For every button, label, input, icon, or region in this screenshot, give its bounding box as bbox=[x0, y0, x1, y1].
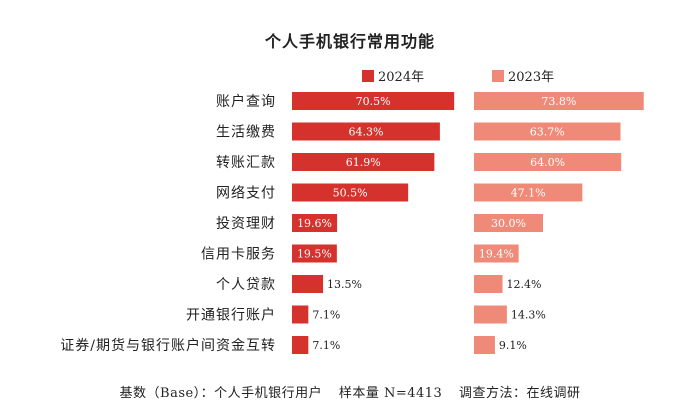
bar bbox=[292, 305, 309, 324]
bar bbox=[474, 122, 621, 141]
data-label: 64.3% bbox=[348, 126, 383, 139]
legend-label-2023: 2023年 bbox=[508, 70, 555, 85]
legend-swatch-2024 bbox=[362, 69, 374, 82]
data-label: 19.5% bbox=[297, 248, 332, 261]
data-label: 19.4% bbox=[479, 248, 514, 261]
footer-sample: 样本量 N=4413 bbox=[338, 386, 443, 401]
bar bbox=[292, 122, 440, 141]
data-label: 63.7% bbox=[530, 126, 565, 139]
chart-footer: 基数（Base）：个人手机银行用户 样本量 N=4413 调查方法：在线调研 bbox=[0, 382, 700, 401]
data-label: 73.8% bbox=[541, 95, 576, 108]
bar bbox=[292, 275, 324, 293]
category-label: 信用卡服务 bbox=[201, 247, 276, 263]
bar bbox=[474, 305, 507, 324]
data-label: 14.3% bbox=[511, 309, 546, 322]
data-label: 47.1% bbox=[511, 187, 546, 200]
category-label: 网络支付 bbox=[216, 186, 276, 202]
legend-label-2024: 2024年 bbox=[378, 70, 425, 85]
data-label: 50.5% bbox=[333, 187, 368, 200]
bar bbox=[292, 244, 337, 263]
category-label: 证券/期货与银行账户间资金互转 bbox=[60, 337, 276, 354]
footer-method: 调查方法：在线调研 bbox=[458, 386, 581, 401]
data-label: 30.0% bbox=[491, 217, 526, 230]
data-label: 70.5% bbox=[356, 95, 391, 108]
bar bbox=[292, 214, 338, 232]
bar bbox=[474, 214, 543, 232]
legend-2024: 2024年 bbox=[362, 66, 424, 85]
bar bbox=[474, 153, 622, 171]
bar bbox=[292, 92, 455, 110]
data-label: 12.4% bbox=[507, 278, 542, 291]
legend-swatch-2023 bbox=[492, 69, 504, 82]
data-label: 13.5% bbox=[327, 278, 362, 291]
data-label: 19.6% bbox=[297, 217, 332, 230]
category-label: 个人贷款 bbox=[216, 277, 276, 293]
data-label: 7.1% bbox=[312, 309, 340, 322]
chart-title: 个人手机银行常用功能 bbox=[264, 32, 435, 51]
bar bbox=[474, 244, 519, 263]
data-label: 9.1% bbox=[499, 339, 527, 352]
category-label: 生活缴费 bbox=[216, 125, 276, 141]
legend-2023: 2023年 bbox=[492, 66, 554, 85]
bar bbox=[292, 183, 409, 202]
bar bbox=[474, 92, 644, 110]
bar bbox=[292, 153, 435, 171]
bar bbox=[474, 275, 503, 293]
bar bbox=[474, 183, 583, 202]
data-label: 7.1% bbox=[312, 339, 340, 352]
data-label: 64.0% bbox=[530, 156, 565, 169]
bar bbox=[474, 336, 495, 354]
category-label: 转账汇款 bbox=[216, 155, 276, 171]
footer-base: 基数（Base）：个人手机银行用户 bbox=[119, 386, 323, 401]
category-label: 投资理财 bbox=[216, 216, 276, 232]
category-label: 账户查询 bbox=[216, 93, 276, 110]
data-label: 61.9% bbox=[346, 156, 381, 169]
category-label: 开通银行账户 bbox=[186, 307, 276, 324]
bar bbox=[292, 336, 309, 354]
